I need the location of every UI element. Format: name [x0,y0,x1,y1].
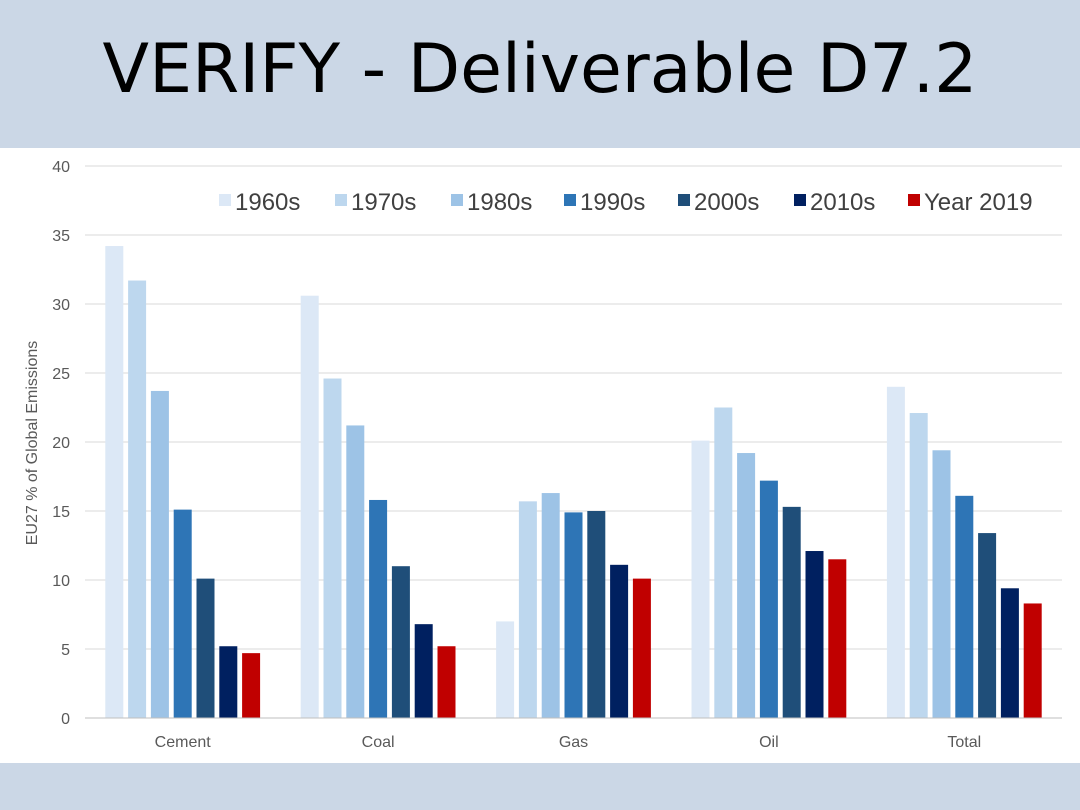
y-tick-label: 0 [61,711,70,728]
bars [105,246,1042,718]
legend-swatch [451,194,463,206]
bar-gas-1980s [541,493,560,718]
bar-total-1960s [886,386,905,718]
legend-label: 2010s [810,189,875,216]
bar-gas-1970s [518,501,537,718]
y-tick-label: 25 [52,366,70,383]
legend-label: 1990s [580,189,645,216]
legend-swatch [335,194,347,206]
bar-gas-1990s [564,512,583,718]
bar-coal-2010s [414,624,433,718]
bar-total-1970s [909,413,928,718]
bar-chart: 0 5 10 15 20 25 30 35 40 Cement Coal Gas Oil Total 1… [24,159,1062,751]
legend-label: Year 2019 [924,189,1033,216]
bar-coal-year-2019 [437,646,456,718]
bar-gas-2000s [587,511,606,718]
bar-cement-2000s [196,578,215,718]
legend-label: 1960s [235,189,300,216]
bar-oil-year-2019 [828,559,847,718]
legend-label: 1980s [467,189,532,216]
bar-gas-2010s [610,564,629,718]
bar-oil-1990s [759,480,778,718]
legend-label: 2000s [694,189,759,216]
legend-swatch [908,194,920,206]
y-tick-label: 10 [52,573,70,590]
legend-swatch [564,194,576,206]
legend-label: 1970s [351,189,416,216]
bar-oil-1960s [691,440,710,718]
bar-cement-2010s [219,646,238,718]
bar-coal-2000s [391,566,410,718]
x-tick-label: Cement [155,734,212,751]
bar-total-year-2019 [1023,603,1042,718]
bar-cement-1970s [128,280,147,718]
legend: 1960s 1970s 1980s 1990s 2000s 2010s Year 2019 [219,189,1033,216]
bar-oil-2010s [805,551,824,718]
y-tick-label: 15 [52,504,70,521]
bar-total-2000s [978,533,997,718]
bar-gas-1960s [496,621,515,718]
gridlines [85,165,1062,650]
y-tick-label: 5 [61,642,70,659]
legend-swatch [794,194,806,206]
y-tick-label: 20 [52,435,70,452]
bar-total-1990s [955,495,974,718]
x-axis-ticks: Cement Coal Gas Oil Total [155,734,982,751]
bar-oil-2000s [782,506,801,718]
bar-gas-year-2019 [632,578,651,718]
x-tick-label: Gas [559,734,588,751]
bar-coal-1980s [346,425,365,718]
bar-cement-1960s [105,246,124,718]
bar-coal-1970s [323,378,342,718]
bar-coal-1960s [300,295,319,718]
x-tick-label: Total [947,734,981,751]
y-tick-label: 40 [52,159,70,176]
y-axis-ticks: 0 5 10 15 20 25 30 35 40 [52,159,70,728]
bar-total-2010s [1000,588,1019,718]
chart-panel: 0 5 10 15 20 25 30 35 40 Cement Coal Gas Oil Total 1… [0,148,1080,763]
slide-title: VERIFY - Deliverable D7.2 [102,29,978,109]
bar-oil-1980s [737,453,756,718]
x-tick-label: Coal [362,734,395,751]
y-tick-label: 30 [52,297,70,314]
y-tick-label: 35 [52,228,70,245]
legend-swatch [219,194,231,206]
legend-swatch [678,194,690,206]
bar-cement-1990s [173,509,192,718]
bar-cement-year-2019 [242,653,261,718]
x-tick-label: Oil [759,734,779,751]
y-axis-title: EU27 % of Global Emissions [24,341,41,546]
bar-cement-1980s [150,390,169,718]
bar-coal-1990s [369,499,388,718]
bar-oil-1970s [714,407,733,718]
bar-total-1980s [932,450,951,718]
